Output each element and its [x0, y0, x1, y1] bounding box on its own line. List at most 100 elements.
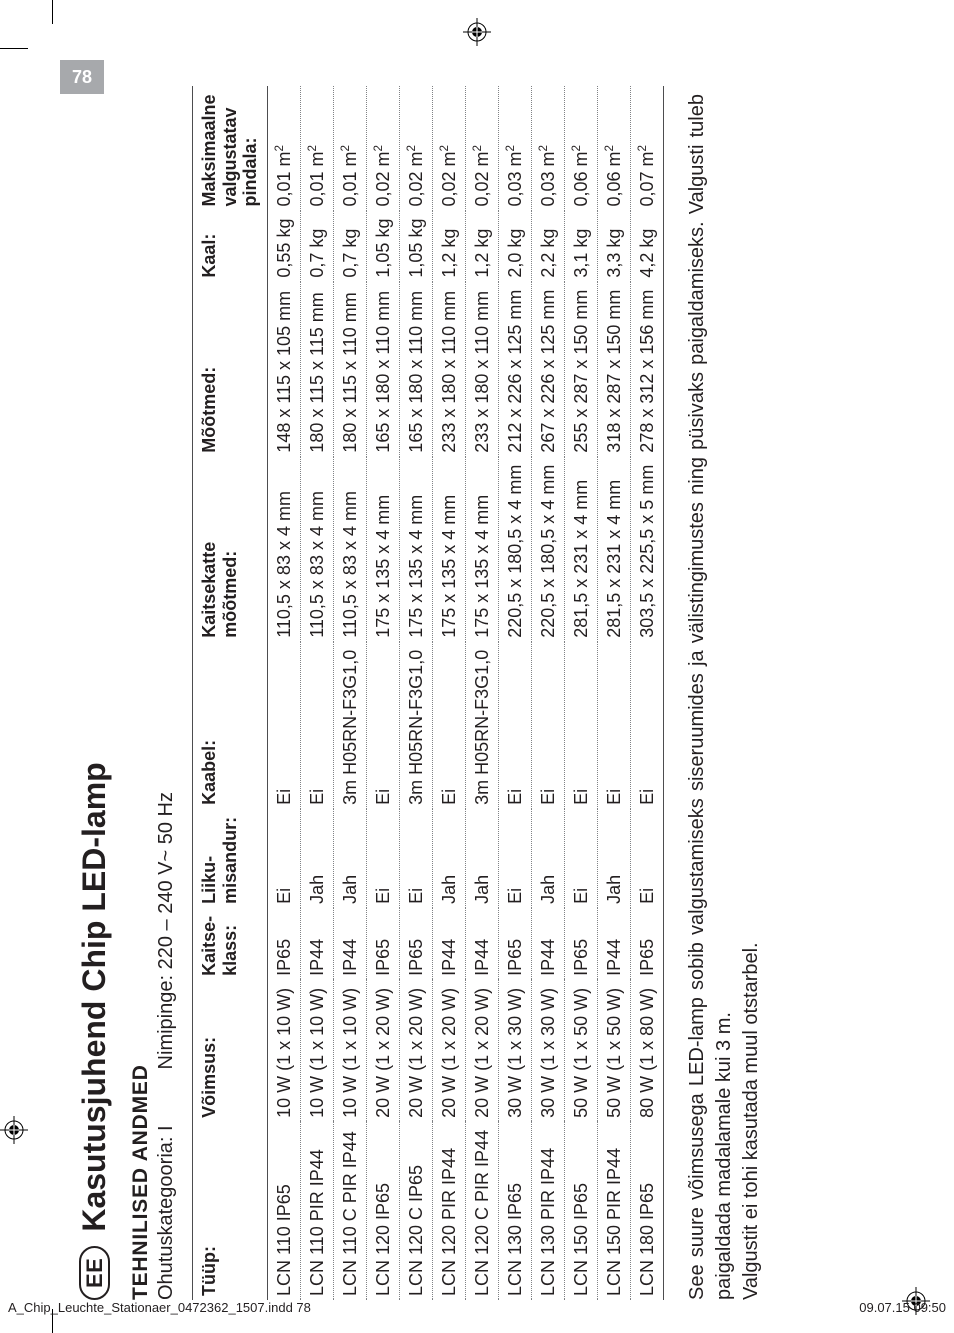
cell-motion: Jah: [598, 809, 631, 908]
cell-type: LCN 110 IP65: [268, 1122, 301, 1300]
cell-motion: Ei: [631, 809, 664, 908]
cell-ip: IP65: [565, 908, 598, 980]
cell-weight: 3,1 kg: [565, 211, 598, 282]
cell-motion: Jah: [301, 809, 334, 908]
cell-type: LCN 120 C IP65: [400, 1122, 433, 1300]
cell-cable: Ei: [631, 642, 664, 809]
table-row: LCN 110 C PIR IP4410 W (1 x 10 W)IP44Jah…: [334, 86, 367, 1300]
cell-weight: 2,0 kg: [499, 211, 532, 282]
table-row: LCN 110 PIR IP4410 W (1 x 10 W)IP44JahEi…: [301, 86, 334, 1300]
cell-cover: 110,5 x 83 x 4 mm: [301, 457, 334, 642]
col-ip: Kaitse-klass:: [193, 908, 268, 980]
cell-cable: Ei: [532, 642, 565, 809]
cell-motion: Ei: [565, 809, 598, 908]
cell-cover: 175 x 135 x 4 mm: [466, 457, 499, 642]
footnote-text: See suure võimsusega LED-lamp sobib valg…: [684, 94, 765, 1300]
cell-ip: IP65: [400, 908, 433, 980]
cell-dim: 180 x 115 x 110 mm: [334, 282, 367, 457]
footer-filename: A_Chip_Leuchte_Stationaer_0472362_1507.i…: [8, 1300, 311, 1315]
table-header-row: Tüüp: Võimsus: Kaitse-klass: Liiku-misan…: [193, 86, 268, 1300]
cell-power: 30 W (1 x 30 W): [499, 980, 532, 1122]
cell-power: 20 W (1 x 20 W): [400, 980, 433, 1122]
cell-dim: 148 x 115 x 105 mm: [268, 282, 301, 457]
cell-weight: 0,55 kg: [268, 211, 301, 282]
cell-power: 10 W (1 x 10 W): [268, 980, 301, 1122]
language-badge: EE: [79, 1246, 110, 1300]
cell-type: LCN 150 PIR IP44: [598, 1122, 631, 1300]
cell-weight: 0,7 kg: [301, 211, 334, 282]
col-area: Maksimaalnevalgustatavpindala:: [193, 86, 268, 210]
cell-cover: 281,5 x 231 x 4 mm: [565, 457, 598, 642]
registration-mark-icon: [463, 18, 491, 46]
cell-cover: 303,5 x 225,5 x 5 mm: [631, 457, 664, 642]
cell-motion: Jah: [433, 809, 466, 908]
cell-ip: IP44: [334, 908, 367, 980]
nominal-voltage: Nimipinge: 220 – 240 V~ 50 Hz: [155, 792, 178, 1069]
cell-weight: 1,05 kg: [367, 211, 400, 282]
table-row: LCN 150 IP6550 W (1 x 50 W)IP65EiEi281,5…: [565, 86, 598, 1300]
page-content: EE Kasutusjuhend Chip LED-lamp TEHNILISE…: [76, 94, 936, 1300]
cell-type: LCN 180 IP65: [631, 1122, 664, 1300]
cell-cable: Ei: [433, 642, 466, 809]
col-type: Tüüp:: [193, 1122, 268, 1300]
cell-weight: 1,2 kg: [466, 211, 499, 282]
cell-cable: 3m H05RN-F3G1,0: [334, 642, 367, 809]
cell-area: 0,06 m2: [565, 86, 598, 210]
cell-area: 0,01 m2: [301, 86, 334, 210]
crop-mark: [0, 48, 28, 49]
cell-type: LCN 120 PIR IP44: [433, 1122, 466, 1300]
cell-cable: Ei: [598, 642, 631, 809]
page-title: Kasutusjuhend Chip LED-lamp: [76, 762, 113, 1231]
cell-type: LCN 110 PIR IP44: [301, 1122, 334, 1300]
cell-type: LCN 110 C PIR IP44: [334, 1122, 367, 1300]
table-row: LCN 130 IP6530 W (1 x 30 W)IP65EiEi220,5…: [499, 86, 532, 1300]
cell-cover: 220,5 x 180,5 x 4 mm: [532, 457, 565, 642]
cell-cover: 220,5 x 180,5 x 4 mm: [499, 457, 532, 642]
section-heading: TEHNILISED ANDMED: [129, 94, 153, 1300]
cell-cover: 110,5 x 83 x 4 mm: [268, 457, 301, 642]
cell-ip: IP44: [532, 908, 565, 980]
cell-dim: 165 x 180 x 110 mm: [400, 282, 433, 457]
cell-power: 10 W (1 x 10 W): [301, 980, 334, 1122]
cell-cable: Ei: [367, 642, 400, 809]
cell-dim: 278 x 312 x 156 mm: [631, 282, 664, 457]
cell-area: 0,03 m2: [532, 86, 565, 210]
cell-area: 0,07 m2: [631, 86, 664, 210]
cell-ip: IP44: [301, 908, 334, 980]
cell-weight: 1,05 kg: [400, 211, 433, 282]
table-row: LCN 110 IP6510 W (1 x 10 W)IP65EiEi110,5…: [268, 86, 301, 1300]
cell-area: 0,02 m2: [400, 86, 433, 210]
registration-mark-icon: [0, 1116, 28, 1149]
cell-cover: 175 x 135 x 4 mm: [367, 457, 400, 642]
cell-cable: Ei: [268, 642, 301, 809]
cell-area: 0,02 m2: [367, 86, 400, 210]
cell-ip: IP44: [466, 908, 499, 980]
cell-area: 0,02 m2: [433, 86, 466, 210]
table-row: LCN 120 PIR IP4420 W (1 x 20 W)IP44JahEi…: [433, 86, 466, 1300]
cell-motion: Jah: [466, 809, 499, 908]
cell-area: 0,02 m2: [466, 86, 499, 210]
cell-ip: IP65: [268, 908, 301, 980]
footer-timestamp: 09.07.15 09:50: [859, 1300, 946, 1315]
cell-dim: 233 x 180 x 110 mm: [466, 282, 499, 457]
col-motion: Liiku-misandur:: [193, 809, 268, 908]
col-power: Võimsus:: [193, 980, 268, 1122]
cell-power: 50 W (1 x 50 W): [598, 980, 631, 1122]
cell-cover: 281,5 x 231 x 4 mm: [598, 457, 631, 642]
col-cable: Kaabel:: [193, 642, 268, 809]
cell-motion: Ei: [400, 809, 433, 908]
table-row: LCN 120 IP6520 W (1 x 20 W)IP65EiEi175 x…: [367, 86, 400, 1300]
cell-motion: Ei: [268, 809, 301, 908]
cell-cover: 175 x 135 x 4 mm: [433, 457, 466, 642]
cell-dim: 267 x 226 x 125 mm: [532, 282, 565, 457]
cell-area: 0,03 m2: [499, 86, 532, 210]
cell-motion: Ei: [499, 809, 532, 908]
cell-cover: 175 x 135 x 4 mm: [400, 457, 433, 642]
cell-motion: Jah: [334, 809, 367, 908]
col-dim: Mõõtmed:: [193, 282, 268, 457]
cell-weight: 1,2 kg: [433, 211, 466, 282]
cell-ip: IP44: [598, 908, 631, 980]
cell-dim: 318 x 287 x 150 mm: [598, 282, 631, 457]
cell-ip: IP65: [499, 908, 532, 980]
cell-power: 30 W (1 x 30 W): [532, 980, 565, 1122]
